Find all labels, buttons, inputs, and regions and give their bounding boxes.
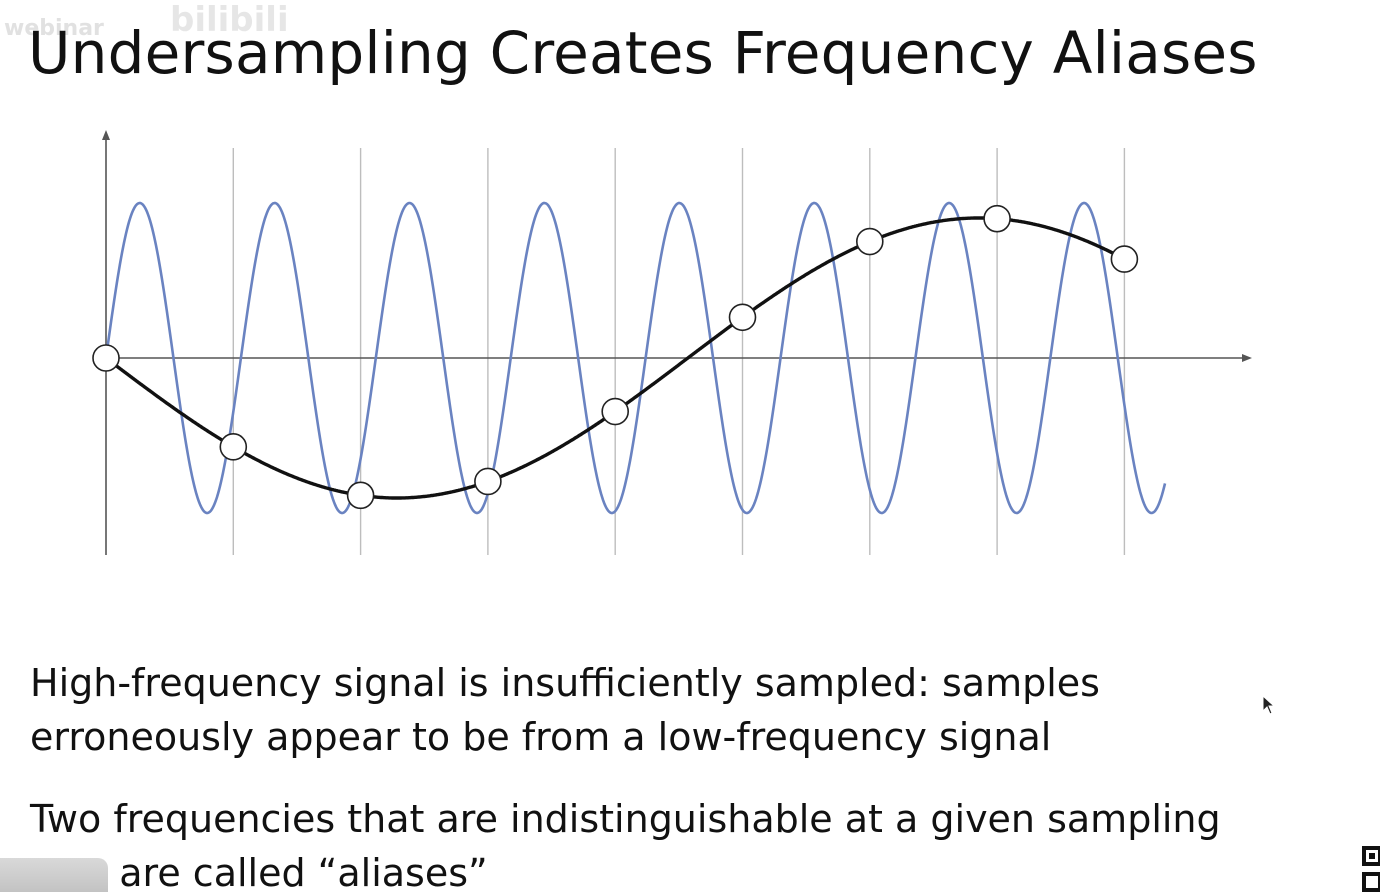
- sample-point: [601, 397, 630, 426]
- watermark-text: webinar: [4, 16, 104, 41]
- y-axis-arrowhead: [102, 130, 110, 140]
- paragraph-undersampling-line1: High-frequency signal is insufficiently …: [30, 661, 1100, 705]
- sample-point: [474, 467, 502, 496]
- aliasing-diagram: [92, 130, 1252, 555]
- axes: [102, 130, 1252, 555]
- sample-point: [92, 344, 120, 372]
- sample-point: [983, 204, 1011, 233]
- paragraph-undersampling: High-frequency signal is insufficiently …: [30, 656, 1100, 764]
- paragraph-aliases-line1: Two frequencies that are indistinguishab…: [30, 797, 1221, 841]
- sample-point: [219, 433, 248, 461]
- slide-title: Undersampling Creates Frequency Aliases: [28, 19, 1258, 87]
- sample-point: [346, 481, 375, 510]
- paragraph-undersampling-line2: erroneously appear to be from a low-freq…: [30, 715, 1052, 759]
- sample-point: [855, 227, 884, 256]
- sample-point: [728, 303, 757, 332]
- x-axis-arrowhead: [1242, 354, 1252, 362]
- paragraph-aliases: Two frequencies that are indistinguishab…: [30, 792, 1221, 892]
- video-thumbnail-corner: [0, 858, 108, 892]
- cursor-icon: [1262, 695, 1276, 715]
- qr-code-icon[interactable]: [1360, 842, 1380, 892]
- sample-gridlines: [232, 148, 1126, 555]
- sample-points: [92, 204, 1139, 510]
- sample-point: [1110, 245, 1139, 273]
- high-frequency-signal: [104, 201, 1167, 515]
- watermark-logo: bilibili: [170, 0, 289, 40]
